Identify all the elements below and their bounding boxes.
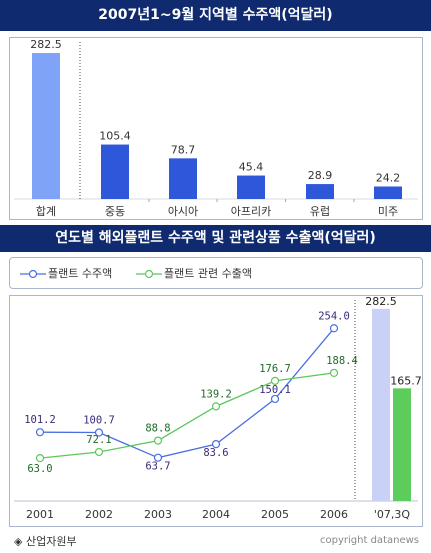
x-tick-label: 2003 xyxy=(144,508,172,521)
series-point-0 xyxy=(35,428,45,437)
bar-value-label: 282.5 xyxy=(30,38,62,51)
data-label-1: 72.1 xyxy=(86,434,111,446)
chart2-legend: 플랜트 수주액 플랜트 관련 수출액 xyxy=(9,257,423,289)
chart1-title: 2007년1~9월 지역별 수주액(억달러) xyxy=(0,0,431,31)
data-label-1: 63.0 xyxy=(27,463,52,475)
bar-미주 xyxy=(374,186,402,199)
bar-합계 xyxy=(32,53,60,199)
data-label-0: 63.7 xyxy=(145,461,170,473)
data-label-0: 100.7 xyxy=(83,415,115,427)
series-point-1 xyxy=(270,376,280,385)
bar-중동 xyxy=(101,144,129,199)
series-point-0 xyxy=(270,394,280,404)
source-note: ◈ 산업자원부 xyxy=(14,535,77,548)
bar-value-label: 45.4 xyxy=(239,161,264,174)
data-label-0: 254.0 xyxy=(318,310,350,322)
series-line-1 xyxy=(39,372,335,459)
series-point-1 xyxy=(329,368,339,377)
series-point-0 xyxy=(153,453,163,462)
series-line-0 xyxy=(39,327,335,459)
x-tick-label: 2002 xyxy=(85,508,113,521)
data-label-1: 88.8 xyxy=(145,423,170,435)
series-point-1 xyxy=(94,447,104,457)
data-label-1: 188.4 xyxy=(326,355,358,367)
annual-line-chart: 2001 2002 2003 2004 2005 2006 '07,3Q 101.2 100.7… xyxy=(9,295,423,527)
bar-category-label: 아시아 xyxy=(168,205,198,218)
x-tick-label-extra: '07,3Q xyxy=(374,508,411,521)
copyright-note: copyright datanews xyxy=(320,535,419,546)
bar-유럽 xyxy=(306,184,334,199)
extra-bar-label: 165.7 xyxy=(390,374,422,387)
bar-category-label: 유럽 xyxy=(310,204,330,218)
bar-value-label: 105.4 xyxy=(99,130,131,143)
bar-value-label: 78.7 xyxy=(171,143,196,156)
bar-category-label: 미주 xyxy=(378,205,398,218)
legend-label-exports: 플랜트 관련 수출액 xyxy=(164,267,252,280)
data-label-0: 101.2 xyxy=(24,414,56,426)
x-tick-label: 2004 xyxy=(202,508,230,521)
data-label-1: 139.2 xyxy=(200,388,232,400)
legend-swatch-orders xyxy=(20,269,46,279)
regional-bar-chart-svg: 282.5 합계 105.4 중동 78.7 아시아 45.4 아프리카 28.9 유럽 24.2 미… xyxy=(14,38,418,218)
series-point-1 xyxy=(153,436,163,445)
extra-bar-1 xyxy=(393,388,411,501)
bar-아프리카 xyxy=(237,175,265,199)
bar-category-label: 아프리카 xyxy=(231,205,271,218)
data-label-1: 176.7 xyxy=(259,363,291,375)
x-tick-label: 2005 xyxy=(261,508,289,521)
bar-value-label: 24.2 xyxy=(376,171,401,184)
regional-bar-chart: 282.5 합계 105.4 중동 78.7 아시아 45.4 아프리카 28.9 유럽 24.2 미… xyxy=(9,37,423,220)
annual-line-chart-svg: 2001 2002 2003 2004 2005 2006 '07,3Q 101.2 100.7… xyxy=(14,296,422,521)
chart2-title: 연도별 해외플랜트 수주액 및 관련상품 수출액(억달러) xyxy=(0,225,431,252)
x-tick-label: 2006 xyxy=(320,508,348,521)
data-label-0: 150.1 xyxy=(259,384,291,396)
bar-category-label: 합계 xyxy=(36,205,56,218)
series-point-1 xyxy=(211,402,221,411)
bar-value-label: 28.9 xyxy=(308,169,333,182)
extra-bar-0 xyxy=(372,308,390,501)
bar-category-label: 중동 xyxy=(105,205,125,218)
legend-item-orders: 플랜트 수주액 xyxy=(18,258,112,290)
x-tick-label: 2001 xyxy=(26,508,54,521)
legend-item-exports: 플랜트 관련 수출액 xyxy=(134,258,252,290)
data-label-0: 83.6 xyxy=(203,447,228,459)
series-point-1 xyxy=(35,454,45,463)
series-point-0 xyxy=(329,324,339,333)
series-point-0 xyxy=(211,440,221,449)
series-point-0 xyxy=(94,428,104,437)
legend-label-orders: 플랜트 수주액 xyxy=(48,267,113,280)
bar-아시아 xyxy=(169,158,197,199)
extra-bar-label: 282.5 xyxy=(365,296,397,308)
legend-swatch-exports xyxy=(136,269,162,279)
